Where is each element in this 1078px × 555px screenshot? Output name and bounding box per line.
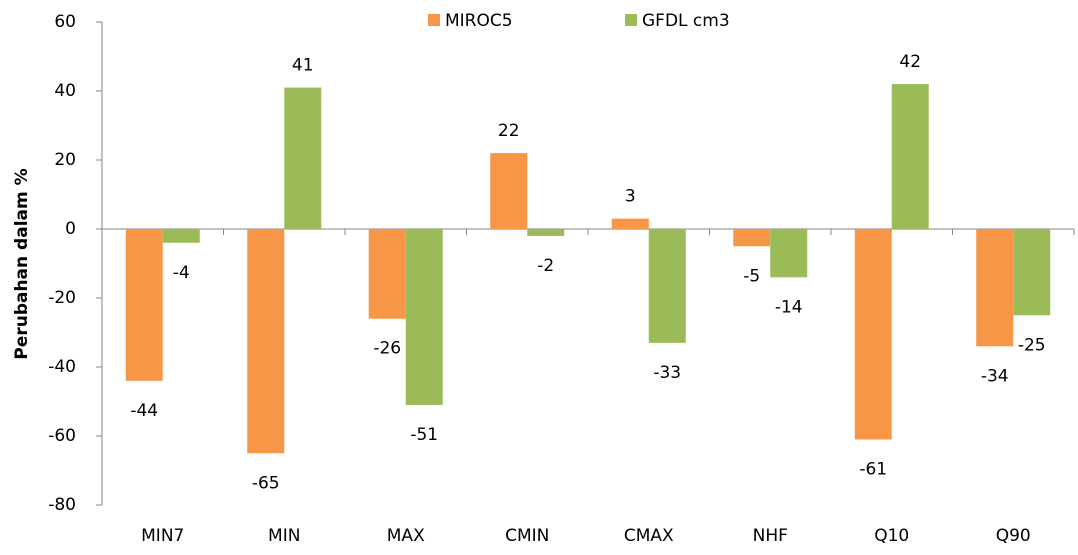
- legend-label: GFDL cm3: [642, 11, 730, 31]
- legend-label: MIROC5: [445, 11, 513, 31]
- x-tick-label: Q90: [996, 526, 1031, 546]
- bar: [611, 218, 649, 229]
- y-tick-label: -60: [48, 426, 76, 446]
- bar: [162, 229, 200, 243]
- bar: [125, 229, 163, 381]
- legend-swatch: [625, 14, 637, 26]
- data-label: -33: [653, 363, 681, 383]
- bar: [490, 153, 528, 229]
- data-label: -44: [130, 401, 158, 421]
- data-label: -5: [743, 266, 760, 286]
- bar: [247, 229, 285, 454]
- y-tick-label: 60: [54, 12, 76, 32]
- bar: [891, 84, 929, 229]
- data-label: -34: [981, 366, 1009, 386]
- y-tick-label: -20: [48, 288, 76, 308]
- data-label: 22: [498, 121, 520, 141]
- y-tick-label: 20: [54, 150, 76, 170]
- bar: [368, 229, 406, 319]
- bar: [733, 229, 771, 247]
- data-label: -4: [173, 263, 190, 283]
- bar: [405, 229, 443, 405]
- data-label: -51: [410, 425, 438, 445]
- data-label: 41: [292, 56, 314, 76]
- bar: [284, 87, 322, 229]
- data-label: 42: [899, 52, 921, 72]
- bar: [770, 229, 808, 278]
- data-label: -61: [859, 459, 887, 479]
- data-label: -25: [1018, 335, 1046, 355]
- bar: [648, 229, 686, 343]
- y-tick-label: 40: [54, 81, 76, 101]
- data-label: -26: [373, 339, 401, 359]
- x-tick-label: CMIN: [505, 526, 549, 546]
- x-tick-label: MAX: [387, 526, 425, 546]
- data-label: -14: [775, 297, 803, 317]
- x-tick-label: NHF: [753, 526, 788, 546]
- data-label: -2: [537, 256, 554, 276]
- y-tick-label: -80: [48, 495, 76, 515]
- bar: [527, 229, 565, 236]
- y-tick-label: -40: [48, 357, 76, 377]
- x-tick-label: MIN7: [141, 526, 184, 546]
- bar: [1013, 229, 1051, 316]
- bar: [854, 229, 892, 440]
- legend-swatch: [428, 14, 440, 26]
- data-label: -65: [252, 473, 280, 493]
- x-tick-label: Q10: [874, 526, 909, 546]
- x-tick-label: CMAX: [624, 526, 674, 546]
- y-tick-label: 0: [65, 219, 76, 239]
- x-tick-label: MIN: [268, 526, 300, 546]
- data-label: 3: [625, 187, 636, 207]
- bar: [976, 229, 1014, 347]
- y-axis-title: Perubahan dalam %: [12, 168, 32, 359]
